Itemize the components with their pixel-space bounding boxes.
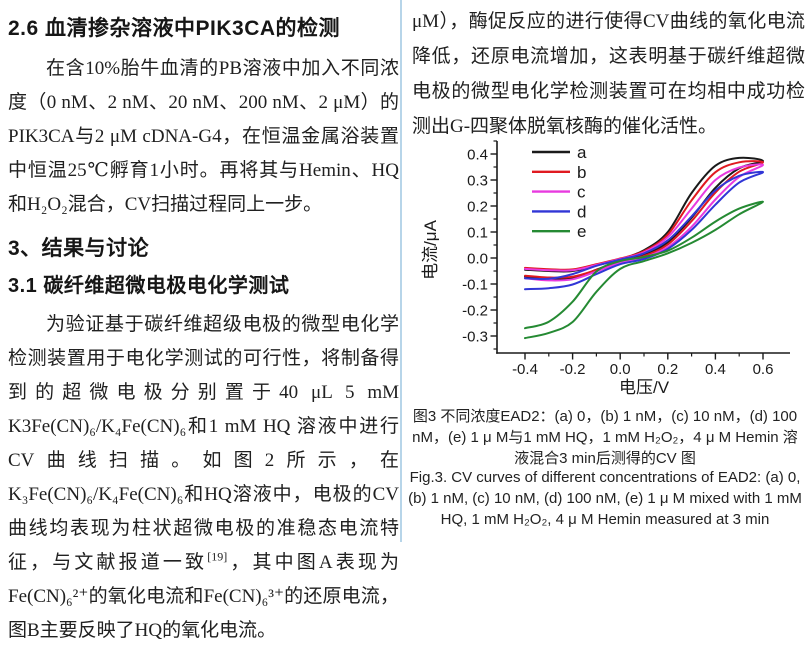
legend-label-d: d — [577, 202, 586, 221]
citation-ref-19: [19] — [207, 549, 228, 564]
legend-label-b: b — [577, 163, 586, 182]
svg-text:-0.1: -0.1 — [462, 276, 488, 293]
x-axis-label: 电压/V — [619, 378, 670, 397]
cv-curve-d — [524, 170, 765, 291]
svg-text:0.3: 0.3 — [467, 172, 488, 189]
paragraph-serum-detection: 在含10%胎牛血清的PB溶液中加入不同浓度（0 nM、2 nM、20 nM、20… — [8, 58, 399, 215]
left-column: 2.6 血清掺杂溶液中PIK3CA的检测 在含10%胎牛血清的PB溶液中加入不同… — [8, 6, 399, 648]
paragraph-electrode-test: 为验证基于碳纤维超级电极的微型电化学检测装置用于电化学测试的可行性，将制备得到的… — [8, 308, 399, 648]
svg-text:0.4: 0.4 — [705, 361, 726, 378]
svg-text:-0.4: -0.4 — [512, 361, 538, 378]
y-axis-label: 电流/μA — [421, 219, 440, 280]
legend-label-e: e — [577, 222, 586, 241]
paragraph-electrode-test-part1: 为验证基于碳纤维超级电极的微型电化学检测装置用于电化学测试的可行性，将制备得到的… — [8, 314, 399, 573]
figure-3-chart-area: 0.4 0.3 0.2 0.1 0.0 -0.1 -0.2 -0.3 -0.4 -0.2 0.0 0.… — [410, 138, 806, 402]
legend-label-a: a — [577, 143, 587, 162]
cv-curve-e — [524, 200, 765, 340]
svg-text:-0.2: -0.2 — [560, 361, 586, 378]
legend-label-c: c — [577, 183, 586, 202]
section-heading-2-6: 2.6 血清掺杂溶液中PIK3CA的检测 — [8, 17, 341, 40]
figure-caption-english: Fig.3. CV curves of different concentrat… — [408, 469, 802, 528]
figure-caption-chinese: 图3 不同浓度EAD2：(a) 0，(b) 1 nM，(c) 10 nM，(d)… — [412, 408, 798, 467]
svg-text:0.6: 0.6 — [753, 361, 774, 378]
right-column: μM），酶促反应的进行使得CV曲线的氧化电流降低，还原电流增加，这表明基于碳纤维… — [412, 4, 805, 144]
svg-text:0.2: 0.2 — [657, 361, 678, 378]
section-heading-3-1: 3.1 碳纤维超微电极电化学测试 — [8, 275, 290, 297]
column-divider — [400, 0, 402, 542]
cv-curves-chart: 0.4 0.3 0.2 0.1 0.0 -0.1 -0.2 -0.3 -0.4 -0.2 0.0 0.… — [421, 140, 790, 397]
svg-text:0.0: 0.0 — [467, 250, 488, 267]
paper-page: { "divider_color": "#b7d5e9", "left_colu… — [8, 0, 806, 641]
paragraph-enzyme-reaction: μM），酶促反应的进行使得CV曲线的氧化电流降低，还原电流增加，这表明基于碳纤维… — [412, 11, 805, 137]
svg-text:0.1: 0.1 — [467, 224, 488, 241]
svg-text:-0.2: -0.2 — [462, 302, 488, 319]
svg-text:0.0: 0.0 — [610, 361, 631, 378]
svg-text:0.4: 0.4 — [467, 146, 488, 163]
svg-text:0.2: 0.2 — [467, 198, 488, 215]
svg-text:-0.3: -0.3 — [462, 328, 488, 345]
section-heading-3: 3、结果与讨论 — [8, 237, 150, 260]
